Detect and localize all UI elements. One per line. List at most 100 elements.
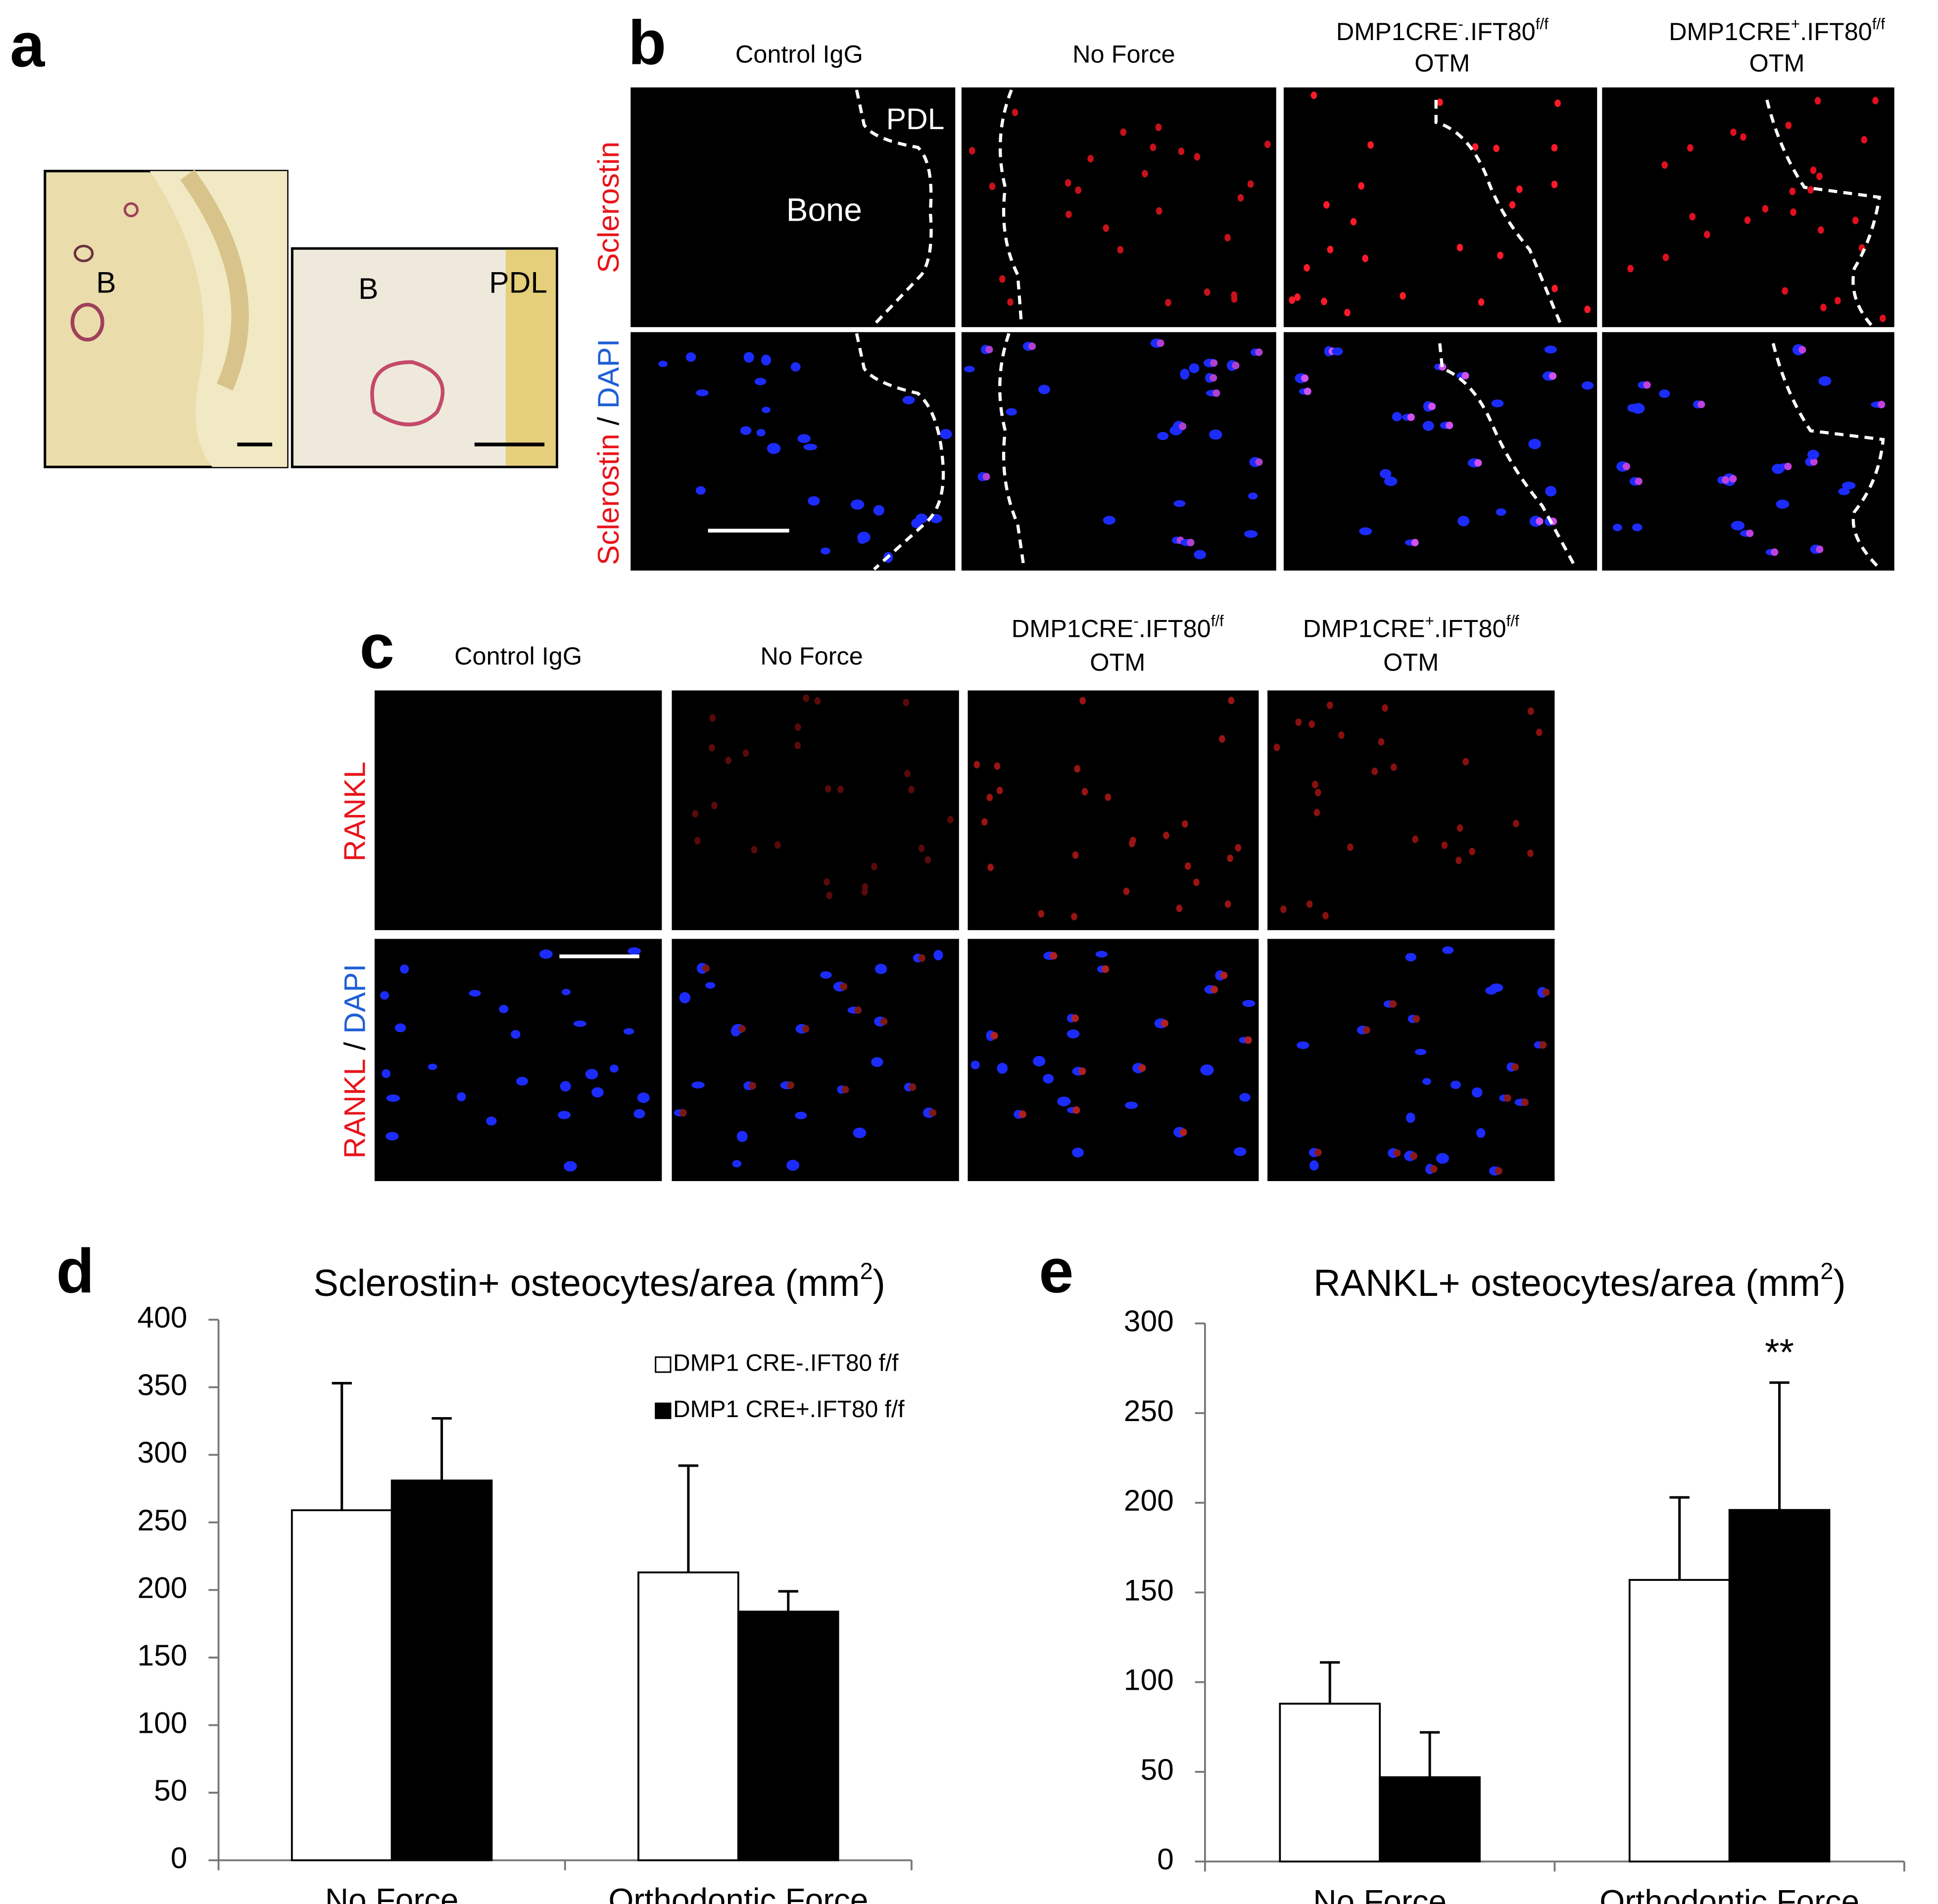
merged-cell [1050, 952, 1058, 960]
red-cell [1554, 99, 1561, 107]
blue-nucleus [933, 950, 943, 961]
blue-nucleus [871, 1057, 883, 1067]
blue-nucleus [874, 963, 887, 974]
red-cell [1228, 697, 1235, 705]
red-cell [1536, 728, 1543, 736]
column-header: DMP1CRE+.IFT80f/f [1669, 15, 1885, 46]
blue-nucleus [1200, 1064, 1214, 1076]
merged-cell [841, 1086, 849, 1094]
blue-nucleus [1545, 486, 1557, 497]
red-cell [1066, 210, 1072, 218]
blue-nucleus [609, 1064, 619, 1073]
merged-cell [880, 1017, 888, 1025]
merged-cell [1220, 971, 1228, 979]
blue-nucleus [790, 362, 801, 372]
column-header-part: f/f [1211, 612, 1224, 629]
blue-nucleus [1297, 1041, 1309, 1049]
red-cell [1323, 201, 1330, 209]
blue-nucleus [400, 964, 409, 974]
x-tick-label: Orthodontic Force [1599, 1883, 1859, 1904]
red-cell [1150, 143, 1157, 151]
blue-nucleus [902, 396, 915, 405]
boundary [855, 90, 933, 326]
merged-cell [854, 1006, 862, 1014]
blue-nucleus [1189, 363, 1200, 374]
merged-cell [990, 1032, 998, 1040]
column-header: OTM [1414, 49, 1470, 77]
red-cell [824, 878, 830, 886]
row-label-part: Sclerostin [591, 142, 625, 273]
blue-nucleus [803, 443, 818, 451]
red-cell [1182, 820, 1188, 828]
panel-label: a [10, 10, 45, 80]
blue-nucleus [564, 1161, 577, 1172]
red-cell [1730, 128, 1737, 136]
blue-nucleus [795, 1111, 807, 1120]
red-cell [1382, 704, 1388, 712]
red-cell [1880, 314, 1886, 322]
blue-nucleus [820, 971, 832, 979]
merged-cell [1157, 339, 1164, 347]
merged-cell [840, 983, 848, 991]
red-cell [1744, 216, 1751, 224]
blue-nucleus [516, 1077, 529, 1086]
boundary [998, 89, 1023, 325]
red-cell [1142, 170, 1148, 178]
red-cell [1327, 245, 1334, 253]
blue-nucleus [1442, 946, 1454, 954]
y-tick-label: 250 [1124, 1394, 1174, 1428]
red-cell [1338, 731, 1345, 739]
blue-nucleus [560, 1081, 571, 1092]
merged-cell [1810, 458, 1818, 466]
blue-nucleus [1103, 516, 1115, 525]
column-header: No Force [760, 642, 863, 670]
column-header: DMP1CRE-.IFT80f/f [1012, 612, 1224, 643]
x-tick-label: Orthodontic Force [608, 1882, 868, 1904]
red-cell [987, 863, 994, 871]
fluorescence-image [1602, 87, 1894, 328]
osteocyte [370, 360, 445, 427]
osteocyte [70, 302, 104, 342]
red-cell [1326, 701, 1333, 709]
fluorescence-image [961, 87, 1276, 328]
merged-cell [1362, 1026, 1370, 1034]
merged-cell [1393, 1149, 1401, 1157]
red-cell [742, 749, 749, 757]
red-cell [1227, 854, 1233, 862]
merged-cell [1389, 1000, 1397, 1008]
blue-nucleus [382, 1069, 390, 1078]
red-cell [775, 841, 781, 849]
blue-nucleus [1422, 1078, 1431, 1085]
merged-cell [1521, 1098, 1529, 1106]
chart-title-part: RANKL+ osteocytes/area (mm [1313, 1262, 1820, 1304]
blue-nucleus [1491, 399, 1504, 408]
blue-nucleus [1359, 527, 1372, 535]
fluorescence-image [374, 939, 662, 1182]
merged-cell [1161, 1019, 1168, 1027]
blue-nucleus [1731, 521, 1745, 530]
red-cell [1816, 172, 1823, 181]
merged-cell [679, 1109, 687, 1117]
red-cell [1072, 851, 1079, 859]
merged-cell [929, 1109, 937, 1117]
blue-nucleus [557, 1111, 571, 1119]
column-header: No Force [1072, 40, 1175, 68]
histology-region [180, 169, 249, 391]
red-cell [903, 699, 910, 707]
merged-cell [1878, 401, 1886, 409]
red-cell [908, 786, 915, 794]
y-tick-label: 50 [154, 1773, 187, 1807]
blue-nucleus [658, 360, 668, 367]
merged-cell [702, 964, 710, 972]
y-tick-label: 0 [1157, 1842, 1174, 1876]
merged-cell [1072, 1106, 1080, 1114]
red-cell [1165, 299, 1171, 307]
red-cell [1322, 912, 1329, 920]
row-label-part: / [591, 409, 625, 433]
red-cell [1472, 143, 1479, 151]
column-header-part: .IFT80 [1463, 18, 1536, 46]
merged-cell [1255, 348, 1263, 356]
boundary [1771, 343, 1885, 570]
y-tick-label: 100 [137, 1706, 187, 1739]
